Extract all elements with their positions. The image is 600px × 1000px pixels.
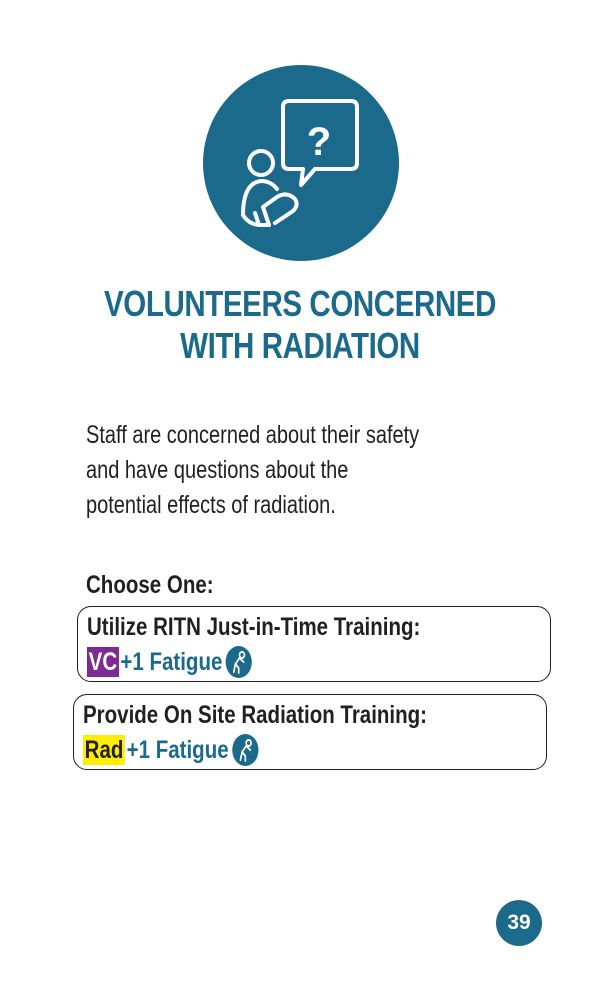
vc-tag: VC [87, 647, 119, 677]
option-onsite-training[interactable]: Provide On Site Radiation Training: Rad … [73, 694, 547, 770]
description-line: and have questions about the [86, 456, 349, 484]
fatigue-icon [231, 734, 259, 766]
option-label: Provide On Site Radiation Training: [83, 701, 427, 729]
title-line-2: WITH RADIATION [180, 325, 420, 366]
person-question-icon: ? [203, 65, 399, 261]
choose-label: Choose One: [86, 571, 214, 599]
fatigue-icon [225, 646, 252, 678]
fatigue-text: +1 Fatigue [120, 648, 223, 676]
card-description: Staff are concerned about their safety a… [86, 418, 502, 523]
card-title: VOLUNTEERS CONCERNED WITH RADIATION [54, 283, 546, 367]
rad-tag: Rad [83, 735, 126, 765]
description-line: potential effects of radiation. [86, 491, 336, 519]
option-rtn-training[interactable]: Utilize RITN Just-in-Time Training: VC +… [77, 606, 551, 682]
option-effect: Rad +1 Fatigue [83, 734, 427, 766]
page-number-badge: 39 [496, 900, 542, 946]
description-line: Staff are concerned about their safety [86, 421, 420, 449]
person-question-icon-graphic: ? [241, 99, 359, 227]
fatigue-text: +1 Fatigue [126, 736, 229, 764]
option-effect: VC +1 Fatigue [87, 646, 420, 678]
title-line-1: VOLUNTEERS CONCERNED [103, 283, 496, 324]
option-label: Utilize RITN Just-in-Time Training: [87, 613, 421, 641]
svg-text:?: ? [307, 120, 331, 164]
